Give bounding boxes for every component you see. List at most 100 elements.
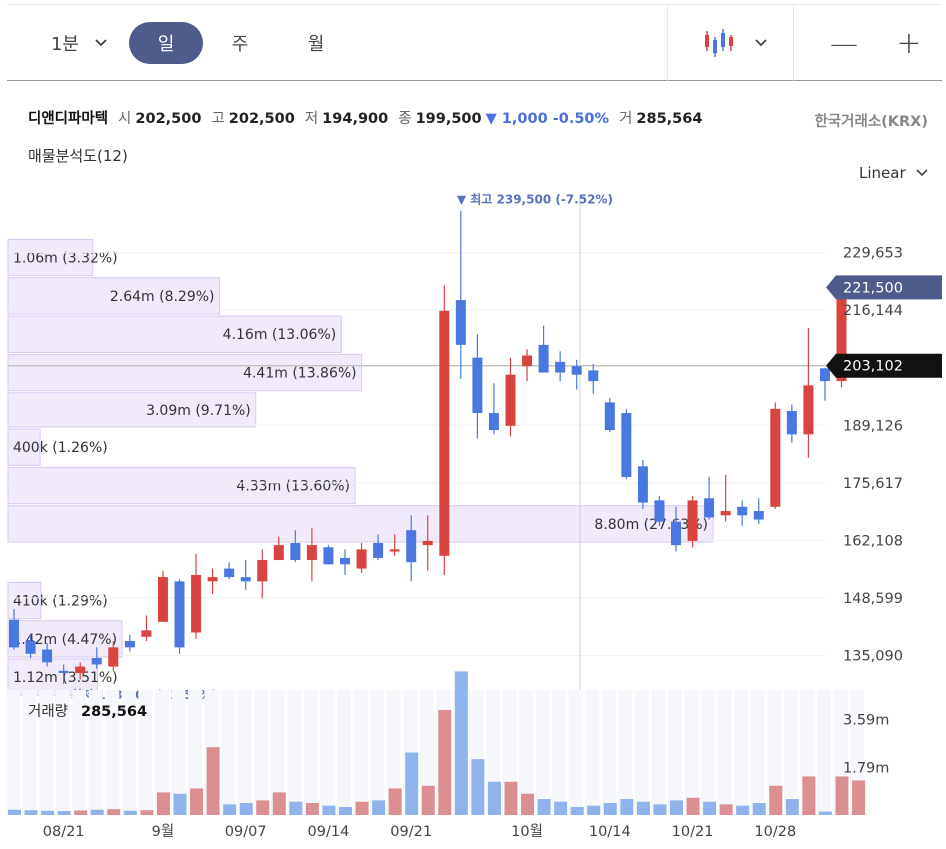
candle-body — [257, 560, 268, 582]
low-value: 194,900 — [322, 111, 389, 127]
candle-body — [406, 530, 417, 563]
volume-bar — [835, 776, 849, 815]
candle-body — [720, 511, 731, 516]
volume-bar — [736, 805, 750, 815]
candle-body — [124, 641, 135, 648]
open-value: 202,500 — [135, 111, 202, 127]
current-price-tag: 221,500 — [843, 280, 903, 296]
volume-bar — [305, 803, 319, 815]
chart-type-dropdown[interactable] — [675, 5, 795, 81]
candle-body — [853, 287, 864, 289]
candle-body — [323, 547, 334, 565]
volume-bar — [405, 752, 419, 815]
indicator-label[interactable]: 매물분석도(12) — [28, 147, 128, 165]
volume-info-label: 거 — [619, 111, 633, 127]
volume-profile-bar — [7, 392, 257, 428]
scale-dropdown[interactable]: Linear — [859, 164, 928, 182]
interval-minute-dropdown[interactable]: 1분 — [39, 5, 119, 81]
volume-column-bg — [750, 690, 765, 815]
y-axis-tick-label: 175,617 — [843, 476, 903, 492]
volume-bar — [603, 803, 617, 815]
volume-profile-label: 3.09m (9.71%) — [146, 403, 251, 419]
candle-body — [571, 366, 582, 375]
volume-profile-label: 2.64m (8.29%) — [110, 289, 215, 305]
volume-column-bg — [485, 690, 500, 815]
x-axis-tick-label: 09/21 — [390, 824, 432, 840]
volume-column-bg — [72, 690, 87, 815]
x-axis-tick-label: 09/14 — [308, 824, 350, 840]
volume-column-bg — [535, 690, 550, 815]
candle-body — [207, 577, 218, 582]
y-axis-tick-label: 229,653 — [843, 246, 903, 262]
x-axis-tick-label: 9월 — [152, 823, 175, 840]
volume-column-bg — [419, 690, 434, 815]
volume-bar — [256, 800, 270, 815]
volume-bar — [719, 804, 733, 815]
volume-bar — [24, 810, 38, 815]
high-value: 202,500 — [228, 111, 295, 127]
y-axis-tick-label: 162,108 — [843, 533, 903, 549]
zoom-out-button[interactable]: — — [819, 5, 869, 81]
volume-bar — [620, 799, 634, 815]
ohlc-info-row: 디앤디파마텍 시 202,500 고 202,500 저 194,900 종 1… — [28, 107, 702, 128]
volume-profile-label: 4.16m (13.06%) — [223, 327, 337, 343]
volume-column-bg — [601, 690, 616, 815]
high-label: 고 — [211, 111, 225, 127]
candle-body — [356, 549, 367, 569]
volume-column-bg — [717, 690, 732, 815]
x-axis-tick-label: 10월 — [511, 823, 543, 840]
volume-column-bg — [386, 690, 401, 815]
volume-column-bg — [6, 690, 20, 815]
volume-bar — [670, 800, 683, 815]
volume-profile-bar — [7, 581, 42, 620]
volume-profile-bar — [7, 658, 99, 696]
candle-body — [273, 545, 284, 561]
volume-profile-label: 1.42m (4.47%) — [12, 632, 117, 648]
volume-column-bg — [353, 690, 368, 815]
volume-bar — [802, 776, 816, 815]
interval-week-tab[interactable]: 주 — [217, 5, 263, 81]
volume-column-bg — [171, 690, 186, 815]
toolbar-divider — [667, 5, 668, 81]
volume-column-bg — [121, 690, 136, 815]
current-price-tag-bg — [826, 275, 942, 300]
volume-column-bg — [39, 690, 54, 815]
interval-day-label: 일 — [157, 34, 175, 55]
volume-bar — [686, 797, 700, 815]
candle-body — [671, 521, 681, 546]
y-axis-tick-label: 189,126 — [843, 418, 903, 434]
volume-column-bg — [816, 690, 831, 815]
volume-bar — [74, 810, 88, 815]
y-axis-tick-label: 135,090 — [843, 649, 903, 665]
volume-bar — [322, 805, 336, 815]
volume-bar — [239, 803, 253, 815]
volume-column-bg — [370, 690, 385, 815]
crosshair-price-tag: 203,102 — [843, 359, 903, 375]
chevron-down-icon — [916, 169, 928, 177]
interval-day-tab[interactable]: 일 — [129, 22, 203, 64]
scale-label: Linear — [859, 164, 906, 182]
candle-body — [819, 368, 830, 382]
volume-bar — [289, 801, 303, 815]
volume-profile-label: 410k (1.29%) — [13, 594, 108, 610]
candle-body — [191, 574, 202, 633]
volume-column-bg — [337, 690, 351, 815]
volume-column-bg — [270, 690, 285, 815]
zoom-in-button[interactable]: + — [884, 5, 934, 81]
volume-column-bg — [502, 690, 517, 815]
volume-column-bg — [701, 690, 716, 815]
candle-body — [555, 361, 566, 373]
volume-column-bg — [734, 690, 749, 815]
y-axis-tick-label: 216,144 — [843, 303, 903, 319]
volume-bar — [587, 805, 601, 815]
crosshair-price-tag-bg — [826, 353, 942, 378]
candle-body — [290, 543, 301, 561]
volume-column-bg — [800, 690, 815, 815]
candle-body — [25, 641, 36, 654]
volume-profile-bar — [7, 353, 363, 392]
chevron-down-icon — [755, 39, 767, 47]
candle-body — [836, 287, 847, 382]
interval-month-tab[interactable]: 월 — [293, 5, 339, 81]
volume-column-bg — [88, 690, 103, 815]
volume-column-bg — [154, 690, 169, 815]
